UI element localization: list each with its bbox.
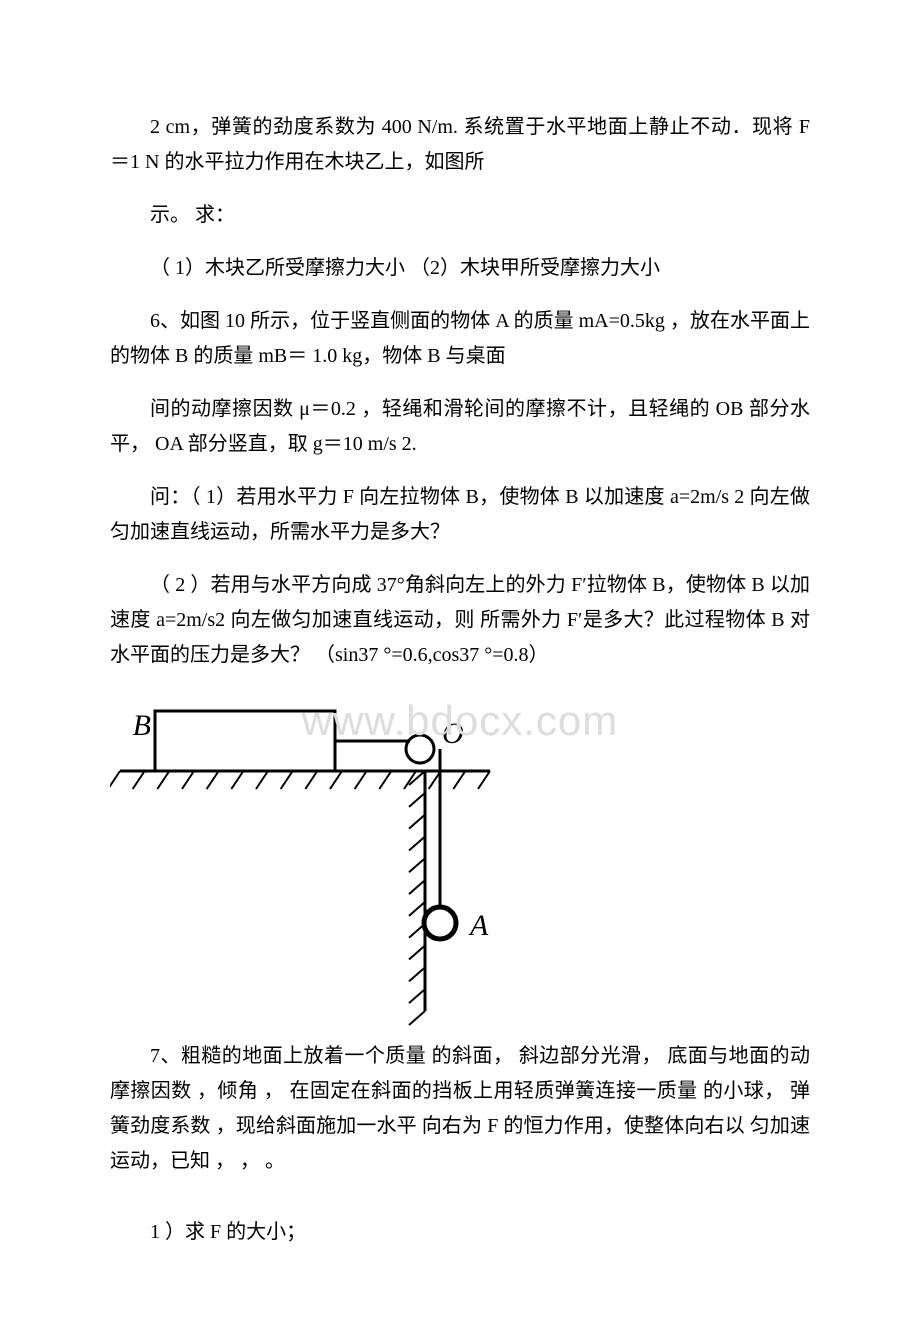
physics-diagram: www.bdocx.com BOA (110, 691, 810, 1031)
document-page: 2 cm，弹簧的劲度系数为 400 N/m. 系统置于水平地面上静止不动．现将 … (0, 0, 920, 1328)
paragraph-6: 问：（ 1）若用水平力 F 向左拉物体 B，使物体 B 以加速度 a=2m/s … (110, 480, 810, 550)
paragraph-4: 6、如图 10 所示，位于竖直侧面的物体 A 的质量 mA=0.5kg ，放在水… (110, 304, 810, 374)
paragraph-3: （ 1）木块乙所受摩擦力大小 （2）木块甲所受摩擦力大小 (110, 251, 810, 286)
paragraph-1: 2 cm，弹簧的劲度系数为 400 N/m. 系统置于水平地面上静止不动．现将 … (110, 110, 810, 180)
paragraph-9: 1 ）求 F 的大小； (110, 1215, 810, 1250)
svg-text:A: A (468, 909, 489, 942)
paragraph-7: （ 2 ）若用与水平方向成 37°角斜向左上的外力 F′拉物体 B，使物体 B … (110, 568, 810, 673)
svg-text:B: B (133, 709, 151, 742)
paragraph-5: 间的动摩擦因数 μ＝0.2 ，轻绳和滑轮间的摩擦不计，且轻绳的 OB 部分水平，… (110, 392, 810, 462)
watermark-text: www.bdocx.com (302, 697, 618, 745)
paragraph-8: 7、粗糙的地面上放着一个质量 的斜面， 斜边部分光滑， 底面与地面的动摩擦因数 … (110, 1039, 810, 1179)
spacer (110, 1197, 810, 1215)
paragraph-2: 示。 求： (110, 198, 810, 233)
